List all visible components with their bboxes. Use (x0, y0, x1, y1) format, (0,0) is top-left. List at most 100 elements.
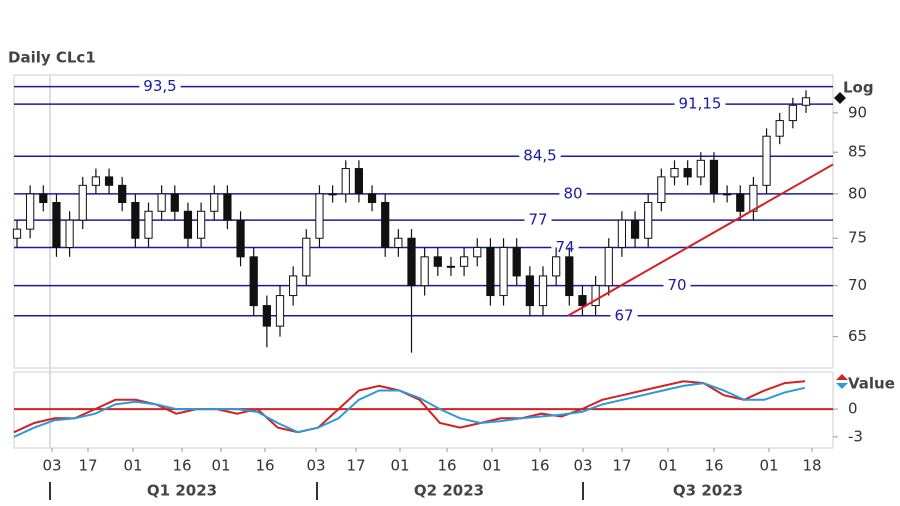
candle-body (459, 256, 469, 267)
candle-body (657, 176, 666, 204)
candle-body (762, 135, 771, 186)
candle-body (39, 193, 48, 204)
x-tick-label: 16 (255, 457, 274, 475)
candle-body (709, 159, 719, 195)
level-label: 77 (528, 211, 547, 229)
x-tick-label: 16 (704, 457, 723, 475)
candle-body (170, 193, 179, 212)
x-tick-label: 17 (78, 457, 97, 475)
candle-body (223, 193, 232, 221)
candle-body (236, 219, 245, 258)
candle-body (26, 193, 35, 230)
candle-body (446, 265, 456, 268)
candle-body (420, 256, 429, 287)
candle-body (486, 246, 495, 297)
chart-title: Daily CLc1 (8, 49, 96, 67)
x-tick-label: 01 (759, 457, 778, 475)
level-label: 74 (555, 238, 574, 256)
x-tick-label: 01 (211, 457, 230, 475)
candle-body (578, 295, 587, 307)
candle-body (525, 275, 534, 307)
osc-marker-red (836, 374, 848, 380)
x-tick-label: 01 (123, 457, 142, 475)
candle-body (91, 176, 101, 186)
candle-body (210, 193, 219, 212)
candle-body (328, 193, 337, 196)
level-label-bg (663, 276, 691, 295)
candle-body (630, 219, 640, 239)
candle-body (341, 168, 350, 195)
quarter-label: Q2 2023 (414, 482, 484, 500)
candle-body (473, 246, 482, 258)
candle-body (736, 193, 745, 212)
level-label: 84,5 (523, 147, 556, 165)
candle-body (381, 202, 390, 248)
y-tick-label: 90 (848, 103, 867, 121)
candle-body (775, 120, 784, 137)
candle-body (591, 285, 600, 307)
candle-body (552, 256, 561, 277)
candle-body (565, 256, 574, 297)
x-tick-label: 01 (658, 457, 677, 475)
level-label-bg (551, 237, 579, 256)
y-tick-label: 75 (848, 229, 867, 247)
x-tick-label: 17 (612, 457, 631, 475)
candle-body (78, 184, 87, 221)
candle-body (118, 184, 127, 204)
x-tick-label: 16 (530, 457, 549, 475)
candle-body (367, 193, 377, 204)
candle-body (183, 210, 193, 239)
y-tick-label: 70 (848, 276, 867, 294)
x-tick-label: 03 (42, 457, 61, 475)
osc-line (13, 382, 806, 438)
candle-body (801, 97, 811, 106)
osc-axis-label: Value (848, 375, 895, 393)
x-tick-label: 03 (573, 457, 592, 475)
candle-body (644, 202, 653, 239)
level-label-bg (139, 77, 181, 96)
candle-body (670, 168, 679, 178)
candle-body (604, 246, 613, 287)
price-frame (13, 74, 834, 369)
y-tick-label: 85 (848, 143, 867, 161)
quarter-label: Q1 2023 (147, 482, 217, 500)
candle-body (749, 184, 758, 212)
level-label-bg (674, 94, 726, 113)
level-label: 91,15 (679, 95, 722, 113)
candle-body (499, 246, 508, 297)
candle-body (315, 193, 324, 239)
osc-marker-blue (836, 383, 848, 389)
candle-body (289, 275, 298, 297)
candle-body (538, 275, 548, 307)
osc-line (13, 380, 806, 434)
last-price-marker (834, 92, 846, 104)
candle-body (617, 219, 627, 248)
candle-body (407, 237, 416, 287)
candle-body (262, 305, 271, 327)
candle-body (275, 295, 285, 327)
candle-body (683, 168, 692, 178)
level-label: 80 (563, 184, 582, 202)
candle-body (354, 168, 364, 195)
candle-body (52, 202, 61, 248)
level-label-bg (610, 306, 638, 325)
candle-body (249, 256, 258, 307)
candle-body (196, 210, 206, 239)
candle-body (512, 246, 521, 277)
candle-body (394, 237, 403, 248)
x-tick-label: 18 (802, 457, 821, 475)
candle-body (65, 219, 74, 248)
x-tick-label: 17 (346, 457, 365, 475)
level-label-bg (559, 184, 587, 203)
candle-body (302, 237, 311, 277)
candle-body (12, 228, 22, 239)
osc-tick-label: -3 (848, 427, 863, 445)
candle-body (144, 210, 153, 239)
x-tick-label: 03 (306, 457, 325, 475)
x-tick-label: 16 (437, 457, 456, 475)
quarter-label: Q3 2023 (673, 482, 743, 500)
trend-line (567, 163, 834, 317)
y-tick-label: 80 (848, 184, 867, 202)
candle-body (696, 159, 705, 178)
candle-body (131, 202, 140, 239)
